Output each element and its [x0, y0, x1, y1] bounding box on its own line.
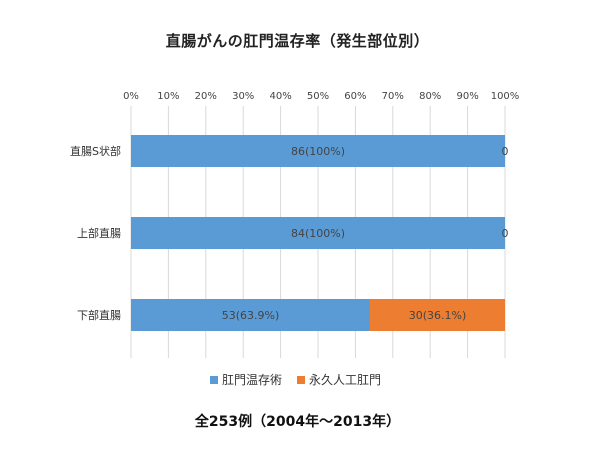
x-tick-label-10: 100%: [491, 91, 520, 102]
x-tick-label-2: 20%: [195, 91, 217, 102]
x-tick-label-0: 0%: [123, 91, 139, 102]
data-label-1-2: 30(36.1%): [409, 309, 467, 322]
category-label-1: 上部直腸: [77, 226, 121, 240]
category-label-0: 直腸S状部: [70, 144, 121, 158]
data-label-1-1: 0: [502, 227, 509, 240]
x-tick-label-7: 70%: [382, 91, 404, 102]
x-tick-label-6: 60%: [344, 91, 366, 102]
x-tick-label-5: 50%: [307, 91, 329, 102]
data-label-0-0: 86(100%): [291, 145, 345, 158]
legend-swatch-1: [297, 375, 305, 384]
x-tick-label-1: 10%: [157, 91, 179, 102]
bar-0-0: [131, 135, 505, 167]
bar-0-2: [131, 299, 370, 331]
data-label-1-0: 0: [502, 145, 509, 158]
legend-label-0: 肛門温存術: [222, 373, 283, 387]
x-tick-label-9: 90%: [456, 91, 478, 102]
legend-item-0: 肛門温存術: [210, 371, 282, 388]
x-tick-label-4: 40%: [269, 91, 291, 102]
chart-title: 直腸がんの肛門温存率（発生部位別）: [165, 32, 430, 50]
category-label-2: 下部直腸: [77, 308, 121, 322]
legend-item-1: 永久人工肛門: [297, 371, 381, 388]
data-label-0-1: 84(100%): [291, 227, 345, 240]
data-label-0-2: 53(63.9%): [222, 309, 280, 322]
bar-1-2: [369, 299, 505, 331]
legend-swatch-0: [210, 375, 218, 384]
x-tick-label-3: 30%: [232, 91, 254, 102]
chart-caption: 全253例（2004年～2013年）: [194, 414, 401, 430]
legend-label-1: 永久人工肛門: [309, 373, 382, 387]
bar-0-1: [131, 217, 505, 249]
x-tick-label-8: 80%: [419, 91, 441, 102]
